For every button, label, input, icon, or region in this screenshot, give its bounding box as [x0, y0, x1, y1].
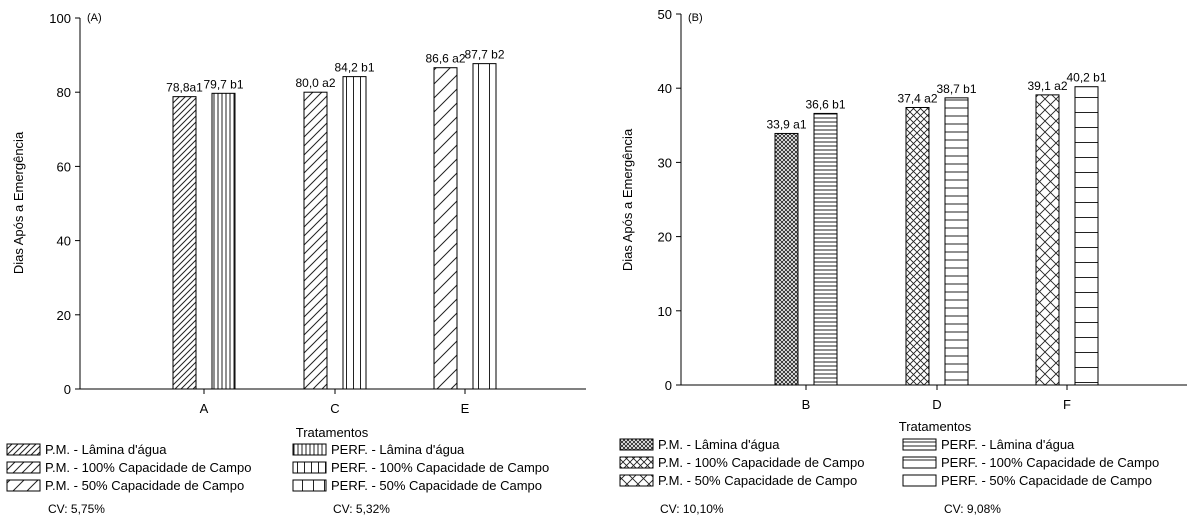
panel-a-legend-label: P.M. - 50% Capacidade de Campo [45, 478, 244, 493]
panel-a-bar-label: 78,8a1 [166, 81, 203, 95]
panel-a-bar-label: 79,7 b1 [203, 77, 243, 91]
panel-b-bar [905, 106, 930, 386]
panel-a-legend-swatch [6, 461, 41, 474]
panel-a-ytick-label: 40 [57, 234, 71, 249]
panel-b-legend-label: PERF. - 100% Capacidade de Campo [941, 455, 1159, 470]
panel-b-ytick-label: 50 [658, 7, 672, 22]
panel-b-xtick-label: D [932, 397, 941, 412]
panel-a-label: (A) [87, 12, 102, 24]
panel-b-bar-label: 39,1 a2 [1027, 79, 1067, 93]
panel-a-ytick-label: 80 [57, 85, 71, 100]
panel-a-legend-swatch [292, 443, 327, 456]
panel-b-bar [1035, 94, 1060, 386]
panel-b-bar-label: 40,2 b1 [1066, 71, 1106, 85]
panel-b-legend-label: P.M. - Lâmina d'água [658, 437, 780, 452]
panel-a-bar-label: 80,0 a2 [295, 76, 335, 90]
panel-b-xtick-label: F [1063, 397, 1071, 412]
panel-a-cv-2: CV: 5,32% [333, 502, 390, 516]
panel-b-legend-swatch [619, 438, 654, 451]
panel-b-bar-label: 36,6 b1 [805, 97, 845, 111]
panel-a-xlabel: Tratamentos [296, 425, 369, 440]
panel-a-xtick-label: A [200, 401, 209, 416]
panel-a-legend-label: PERF. - 100% Capacidade de Campo [331, 460, 549, 475]
panel-a-yticks: 0 20 40 60 80 100 [49, 11, 80, 397]
panel-a-legend-swatch [292, 479, 327, 492]
panel-b-cv-1: CV: 10,10% [660, 502, 724, 516]
panel-a-cv-1: CV: 5,75% [48, 502, 105, 516]
panel-b-legend-swatch [902, 438, 937, 451]
panel-a-bar [172, 96, 197, 390]
panel-b-legend-swatch [619, 456, 654, 469]
panel-b-bar [813, 112, 838, 386]
panel-a-bar [433, 67, 458, 390]
panel-a: (A) 0 20 40 60 80 100 78,8a1 79,7 b1 80,0 a284,… [6, 11, 586, 516]
panel-b-bar-label: 38,7 b1 [936, 82, 976, 96]
panel-b-bar-label: 37,4 a2 [897, 91, 937, 105]
panel-b-legend-swatch [902, 474, 937, 487]
panel-b-label: (B) [688, 12, 703, 24]
panel-b-legend-label: PERF. - 50% Capacidade de Campo [941, 473, 1152, 488]
panel-b-legend-swatch [619, 474, 654, 487]
panel-b-cv-2: CV: 9,08% [944, 502, 1001, 516]
panel-b-bar [1074, 86, 1099, 386]
panel-b-ytick-label: 0 [665, 378, 672, 393]
panel-b-legend-label: P.M. - 50% Capacidade de Campo [658, 473, 857, 488]
panel-a-legend-label: P.M. - Lâmina d'água [45, 442, 167, 457]
panel-a-bar [342, 76, 367, 390]
panel-a-ytick-label: 100 [49, 11, 71, 26]
panel-a-bar [472, 63, 497, 390]
panel-a-legend-swatch [292, 461, 327, 474]
panel-b-ytick-label: 20 [658, 230, 672, 245]
panel-a-legend-label: PERF. - Lâmina d'água [331, 442, 465, 457]
panel-b-yticks: 0 10 20 30 40 50 [658, 7, 681, 393]
panel-b-xlabel: Tratamentos [899, 419, 972, 434]
panel-a-legend-label: P.M. - 100% Capacidade de Campo [45, 460, 251, 475]
panel-b-ytick-label: 30 [658, 155, 672, 170]
panel-a-bar-label: 86,6 a2 [425, 52, 465, 66]
panel-b-legend-swatch [902, 456, 937, 469]
panel-a-bar-label: 84,2 b1 [334, 61, 374, 75]
panel-a-ytick-label: 0 [64, 382, 71, 397]
panel-a-xtick-label: E [461, 401, 470, 416]
panel-b-bar [944, 97, 969, 386]
panel-a-xtick-label: C [330, 401, 339, 416]
panel-a-legend: P.M. - Lâmina d'água P.M. - 100% Capacida… [6, 442, 549, 493]
panel-a-bar [211, 92, 236, 390]
panel-a-bar [303, 91, 328, 390]
panel-b: (B) 0 10 20 30 40 50 33,9 a1 36,6 b1 37,4 a238,… [619, 7, 1187, 516]
panel-b-ylabel: Dias Após a Emergência [620, 128, 635, 271]
panel-b-ytick-label: 40 [658, 81, 672, 96]
panel-b-legend-label: P.M. - 100% Capacidade de Campo [658, 455, 864, 470]
panel-b-legend: P.M. - Lâmina d'água P.M. - 100% Capacida… [619, 437, 1159, 488]
panel-a-ytick-label: 60 [57, 159, 71, 174]
panel-a-ylabel: Dias Após a Emergência [11, 131, 26, 274]
panel-a-bar-label: 87,7 b2 [464, 48, 504, 62]
panel-a-legend-label: PERF. - 50% Capacidade de Campo [331, 478, 542, 493]
panel-a-ytick-label: 20 [57, 308, 71, 323]
panel-b-bar [774, 132, 799, 386]
panel-b-xtick-label: B [802, 397, 811, 412]
panel-b-legend-label: PERF. - Lâmina d'água [941, 437, 1075, 452]
panel-a-legend-swatch [6, 479, 41, 492]
panel-b-bar-label: 33,9 a1 [766, 117, 806, 131]
panel-b-ytick-label: 10 [658, 304, 672, 319]
panel-a-legend-swatch [6, 443, 41, 456]
